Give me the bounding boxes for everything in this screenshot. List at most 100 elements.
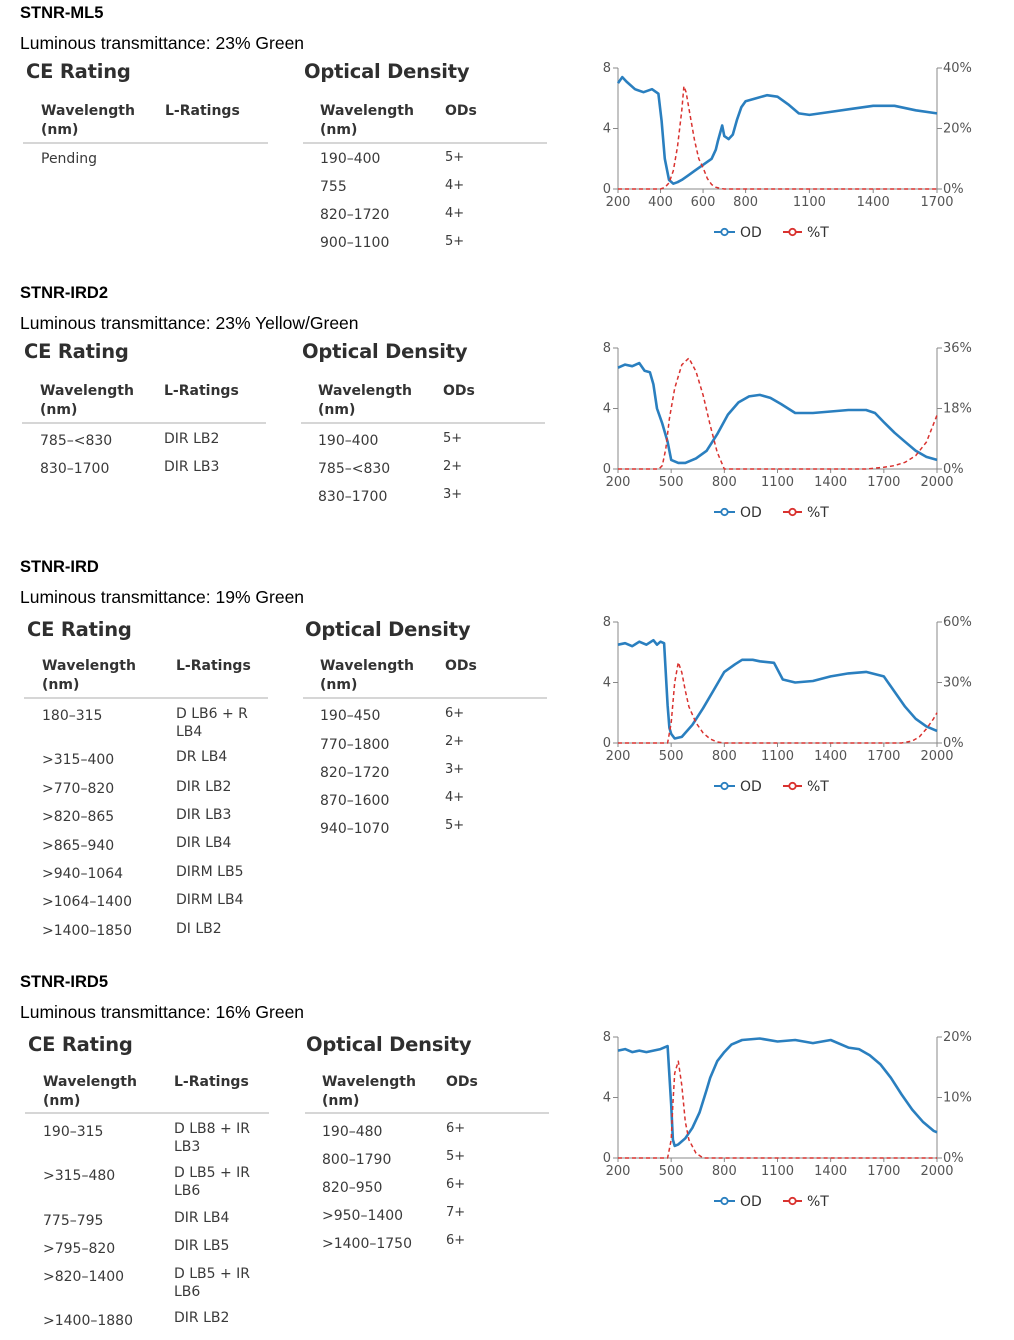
ce-lrating-cell: DIR LB4 xyxy=(174,1210,230,1226)
od-value-cell: 6+ xyxy=(445,706,465,721)
od-wavelength-cell: 820–1720 xyxy=(320,765,390,781)
transmittance-legend-label: %T xyxy=(807,225,829,241)
od-wavelength-cell: 820–950 xyxy=(322,1180,383,1196)
od-wavelength-cell: 190–450 xyxy=(320,708,381,724)
x-tick-label: 1100 xyxy=(761,1164,794,1179)
od-value-cell: 5+ xyxy=(445,818,465,833)
product-name: STNR-IRD2 xyxy=(20,284,109,302)
od-wavelength-header: Wavelength (nm) xyxy=(318,383,412,418)
x-tick-label: 2000 xyxy=(920,749,953,764)
od-wavelength-cell: 190–400 xyxy=(318,433,379,449)
ce-table-divider xyxy=(22,422,266,424)
luminous-transmittance: Luminous transmittance: 23% Yellow/Green xyxy=(20,313,359,333)
x-tick-label: 1100 xyxy=(761,749,794,764)
ce-rating-heading: CE Rating xyxy=(24,340,129,363)
product-name: STNR-IRD xyxy=(20,558,99,576)
od-value-cell: 5+ xyxy=(445,150,465,165)
ce-table-divider xyxy=(23,142,268,144)
x-tick-label: 1700 xyxy=(867,475,900,490)
ce-wavelength-cell: >940–1064 xyxy=(42,866,124,882)
y-right-tick-label: 0% xyxy=(943,182,964,197)
od-wavelength-cell: >1400–1750 xyxy=(322,1236,412,1252)
x-tick-label: 400 xyxy=(648,195,673,210)
transmittance-series-line xyxy=(618,357,938,470)
x-tick-label: 500 xyxy=(659,475,684,490)
od-transmittance-chart: 0 4 8 0% 30% 60% 200 500 800 1100 1400 1700 2000 OD %T xyxy=(603,615,972,795)
od-wavelength-cell: 940–1070 xyxy=(320,821,390,837)
ce-wavelength-cell: 785–<830 xyxy=(40,433,113,449)
ce-lrating-cell: D LB5 + IR LB6 xyxy=(174,1266,251,1300)
ce-wavelength-cell: >820–1400 xyxy=(43,1269,125,1285)
transmittance-series-line xyxy=(618,661,938,744)
y-left-tick-label: 4 xyxy=(603,676,611,691)
x-tick-label: 200 xyxy=(606,749,631,764)
od-value-cell: 2+ xyxy=(443,459,463,474)
ce-lrating-cell: DIR LB3 xyxy=(164,459,220,475)
y-right-tick-label: 0% xyxy=(943,462,964,477)
od-value-cell: 5+ xyxy=(445,234,465,249)
od-series-line xyxy=(616,75,938,185)
x-tick-label: 500 xyxy=(659,749,684,764)
ce-lrating-cell: D LB8 + IR LB3 xyxy=(174,1121,251,1155)
optical-density-heading: Optical Density xyxy=(302,340,468,363)
x-tick-label: 200 xyxy=(606,195,631,210)
od-ods-header: ODs xyxy=(445,103,477,119)
x-tick-label: 600 xyxy=(691,195,716,210)
ce-wavelength-cell: >795–820 xyxy=(43,1241,116,1257)
ce-lrating-cell: DIR LB2 xyxy=(174,1310,230,1326)
od-value-cell: 7+ xyxy=(446,1205,466,1220)
y-right-tick-label: 20% xyxy=(943,122,972,137)
od-value-cell: 6+ xyxy=(446,1177,466,1192)
y-right-tick-label: 20% xyxy=(943,1030,972,1045)
transmittance-legend-marker xyxy=(788,507,797,517)
x-tick-label: 800 xyxy=(733,195,758,210)
y-right-tick-label: 36% xyxy=(943,341,972,356)
x-tick-label: 1700 xyxy=(920,195,953,210)
od-legend-label: OD xyxy=(740,1194,762,1210)
y-right-tick-label: 0% xyxy=(943,736,964,751)
luminous-transmittance: Luminous transmittance: 19% Green xyxy=(20,587,305,607)
x-tick-label: 800 xyxy=(712,475,737,490)
od-wavelength-cell: 830–1700 xyxy=(318,489,388,505)
product-name: STNR-ML5 xyxy=(20,4,104,22)
x-tick-label: 1100 xyxy=(761,475,794,490)
x-tick-label: 800 xyxy=(712,1164,737,1179)
ce-lrating-cell: D LB6 + R LB4 xyxy=(176,706,248,740)
od-table-divider xyxy=(301,422,545,424)
od-value-cell: 5+ xyxy=(446,1149,466,1164)
ce-wavelength-cell: >1400–1880 xyxy=(43,1313,133,1329)
ce-wavelength-cell: 190–315 xyxy=(43,1124,104,1140)
x-tick-label: 500 xyxy=(659,1164,684,1179)
y-right-tick-label: 18% xyxy=(943,402,972,417)
od-legend-marker xyxy=(720,227,729,237)
transmittance-series-line xyxy=(618,85,937,190)
y-left-tick-label: 8 xyxy=(603,341,611,356)
ce-rating-heading: CE Rating xyxy=(28,1033,133,1056)
od-wavelength-cell: 770–1800 xyxy=(320,737,390,753)
x-tick-label: 800 xyxy=(712,749,737,764)
y-left-tick-label: 0 xyxy=(603,736,611,751)
od-table-divider xyxy=(305,1112,549,1114)
ce-wavelength-header: Wavelength (nm) xyxy=(43,1074,137,1109)
ce-lratings-header: L-Ratings xyxy=(165,103,240,119)
transmittance-legend-label: %T xyxy=(807,505,829,521)
x-tick-label: 2000 xyxy=(920,475,953,490)
optical-density-heading: Optical Density xyxy=(306,1033,472,1056)
transmittance-series-line xyxy=(618,1060,937,1159)
od-series-line xyxy=(617,638,938,740)
od-table-divider xyxy=(303,697,547,699)
od-wavelength-cell: 190–480 xyxy=(322,1124,383,1140)
y-left-tick-label: 0 xyxy=(603,462,611,477)
y-left-tick-label: 4 xyxy=(603,1091,611,1106)
od-wavelength-cell: 900–1100 xyxy=(320,235,390,251)
ce-lrating-cell: DIR LB2 xyxy=(164,431,220,447)
ce-lrating-cell: DIR LB4 xyxy=(176,835,232,851)
x-tick-label: 1400 xyxy=(857,195,890,210)
y-left-tick-label: 0 xyxy=(603,182,611,197)
od-legend-marker xyxy=(720,781,729,791)
ce-wavelength-cell: 830–1700 xyxy=(40,461,110,477)
luminous-transmittance: Luminous transmittance: 23% Green xyxy=(20,33,305,53)
ce-lrating-cell: DIR LB5 xyxy=(174,1238,230,1254)
x-tick-label: 1100 xyxy=(793,195,826,210)
od-wavelength-cell: 820–1720 xyxy=(320,207,390,223)
